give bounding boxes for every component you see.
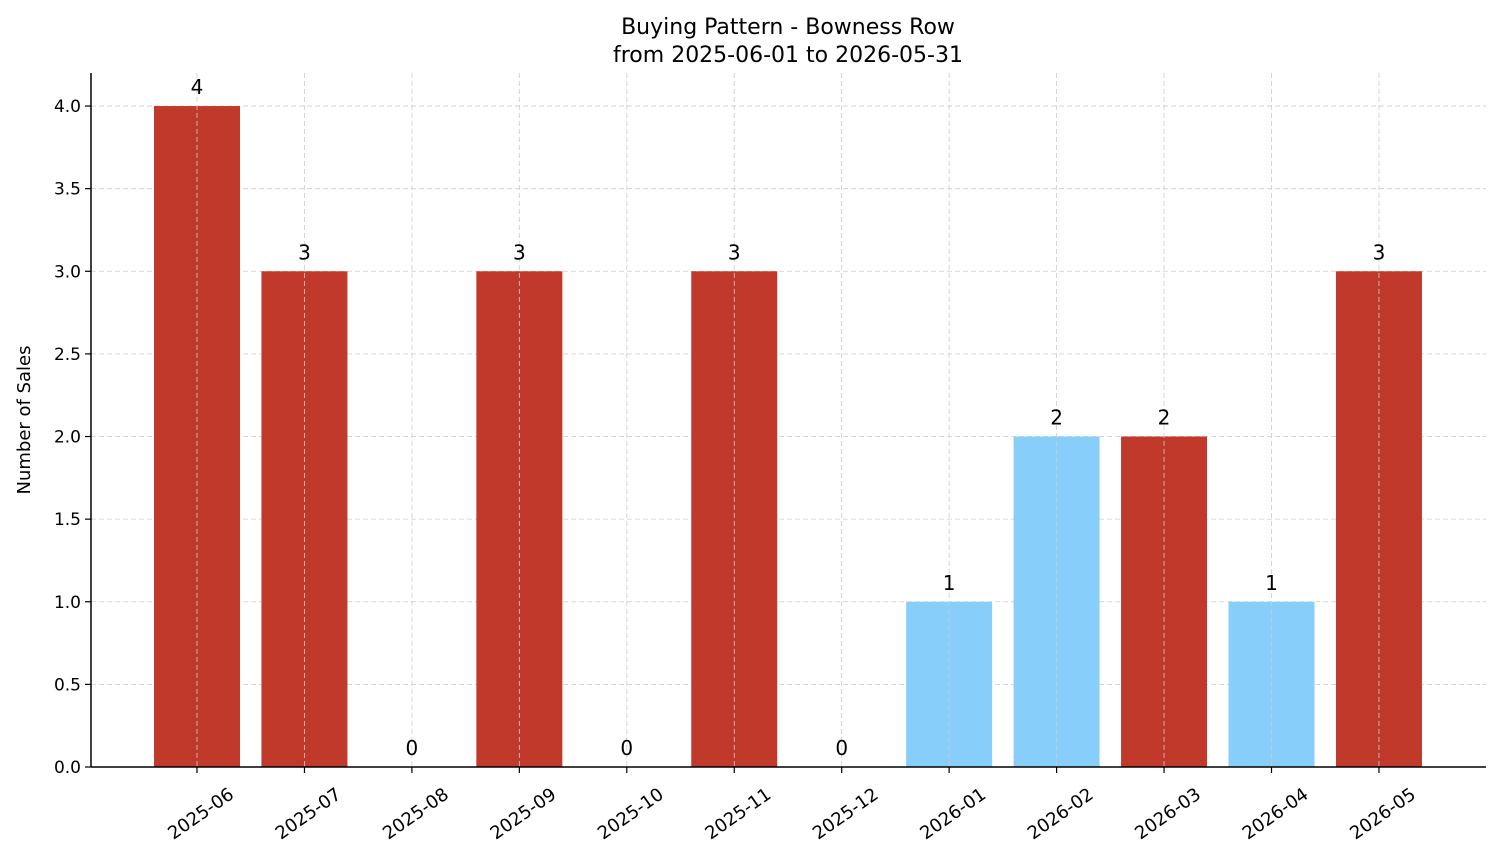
value-label-2026-02: 2 (1050, 406, 1063, 430)
y-tick-label: 0.5 (54, 675, 81, 695)
x-tick-label-2025-08: 2025-08 (379, 784, 453, 844)
y-tick-label: 1.5 (54, 510, 81, 530)
x-tick-label-2025-12: 2025-12 (809, 784, 883, 844)
y-axis-label: Number of Sales (14, 345, 35, 494)
y-tick-label: 2.0 (54, 428, 81, 448)
x-ticks: 2025-06 2025-07 2025-08 2025-09 2025-10 2025-… (164, 767, 1420, 844)
x-tick-label-2025-07: 2025-07 (272, 784, 346, 844)
y-tick-label: 1.0 (54, 593, 81, 613)
value-label-2025-11: 3 (728, 240, 741, 264)
value-label-2026-01: 1 (943, 571, 956, 595)
x-tick-label-2025-09: 2025-09 (487, 784, 561, 844)
x-tick-label-2025-06: 2025-06 (164, 784, 238, 844)
chart-title: Buying Pattern - Bowness Row (621, 15, 955, 40)
y-tick-label: 4.0 (54, 97, 81, 117)
value-label-2025-07: 3 (298, 240, 311, 264)
value-label-2025-08: 0 (406, 736, 419, 760)
x-tick-label-2026-03: 2026-03 (1131, 784, 1205, 844)
value-label-2026-04: 1 (1265, 571, 1278, 595)
y-tick-label: 3.0 (54, 262, 81, 282)
value-labels: 4 3 0 3 0 3 0 1 2 2 1 3 (191, 75, 1386, 760)
value-label-2025-09: 3 (513, 240, 526, 264)
y-tick-label: 0.0 (54, 758, 81, 778)
x-tick-label-2026-01: 2026-01 (916, 784, 990, 844)
chart-subtitle: from 2025-06-01 to 2026-05-31 (613, 43, 963, 68)
value-label-2025-12: 0 (835, 736, 848, 760)
x-tick-label-2025-10: 2025-10 (594, 784, 668, 844)
y-tick-label: 2.5 (54, 345, 81, 365)
value-label-2025-06: 4 (191, 75, 204, 99)
y-ticks: 0.0 0.5 1.0 1.5 2.0 2.5 3.0 3.5 4.0 (54, 97, 91, 778)
x-tick-label-2026-04: 2026-04 (1239, 784, 1313, 844)
x-tick-label-2025-11: 2025-11 (701, 784, 775, 844)
vertical-grid-layer (196, 73, 1380, 767)
value-label-2026-03: 2 (1158, 406, 1171, 430)
x-tick-label-2026-05: 2026-05 (1346, 784, 1420, 844)
x-tick-label-2026-02: 2026-02 (1024, 784, 1098, 844)
value-label-2025-10: 0 (620, 736, 633, 760)
y-tick-label: 3.5 (54, 180, 81, 200)
value-label-2026-05: 3 (1373, 240, 1386, 264)
